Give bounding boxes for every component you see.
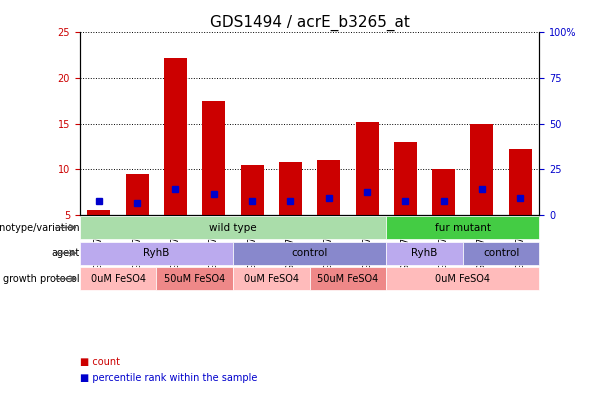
Bar [164,58,187,215]
Text: RyhB: RyhB [411,248,438,258]
Text: growth protocol: growth protocol [3,274,80,284]
FancyBboxPatch shape [80,242,233,265]
Bar [509,149,531,215]
FancyBboxPatch shape [156,267,233,290]
Text: genotype/variation: genotype/variation [0,222,80,232]
Text: RyhB: RyhB [143,248,170,258]
Text: agent: agent [51,248,80,258]
Text: ■ percentile rank within the sample: ■ percentile rank within the sample [80,373,257,383]
Text: control: control [291,248,328,258]
Bar [240,164,264,215]
Text: ■ count: ■ count [80,356,120,367]
Text: 0uM FeSO4: 0uM FeSO4 [244,274,299,284]
Bar [279,162,302,215]
FancyBboxPatch shape [386,242,463,265]
Text: 0uM FeSO4: 0uM FeSO4 [435,274,490,284]
FancyBboxPatch shape [80,267,156,290]
Bar [126,174,149,215]
FancyBboxPatch shape [233,242,386,265]
Bar [87,210,110,215]
FancyBboxPatch shape [80,216,386,239]
Text: fur mutant: fur mutant [435,222,491,232]
FancyBboxPatch shape [233,267,310,290]
Text: 50uM FeSO4: 50uM FeSO4 [318,274,378,284]
Text: wild type: wild type [209,222,257,232]
Bar [356,122,379,215]
Text: 50uM FeSO4: 50uM FeSO4 [164,274,225,284]
Bar [394,142,417,215]
Bar [202,101,226,215]
FancyBboxPatch shape [386,267,539,290]
Text: control: control [483,248,519,258]
Bar [318,160,340,215]
Text: 0uM FeSO4: 0uM FeSO4 [91,274,145,284]
Title: GDS1494 / acrE_b3265_at: GDS1494 / acrE_b3265_at [210,15,409,31]
Bar [432,169,455,215]
FancyBboxPatch shape [463,242,539,265]
FancyBboxPatch shape [310,267,386,290]
FancyBboxPatch shape [386,216,539,239]
Bar [471,124,493,215]
